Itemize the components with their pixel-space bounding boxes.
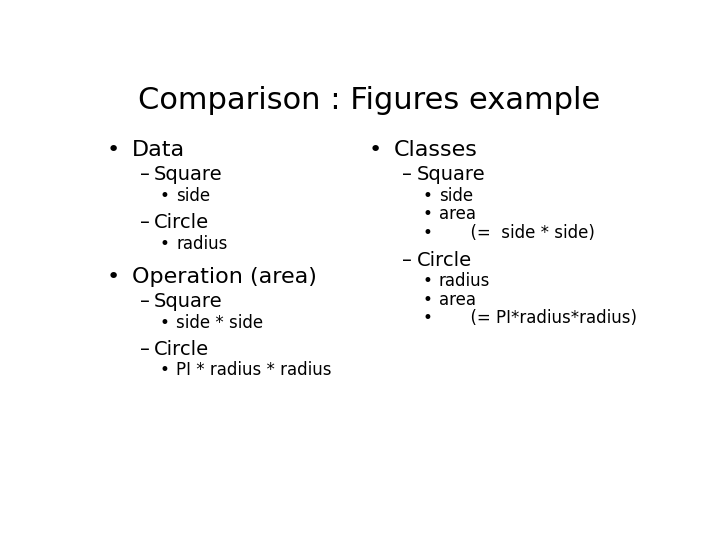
Text: Operation (area): Operation (area) [132, 267, 317, 287]
Text: Square: Square [416, 165, 485, 185]
Text: side * side: side * side [176, 314, 264, 332]
Text: •: • [160, 314, 170, 332]
Text: •: • [107, 140, 120, 160]
Text: area: area [438, 206, 476, 224]
Text: •: • [422, 206, 432, 224]
Text: side: side [176, 187, 211, 205]
Text: •: • [422, 272, 432, 290]
Text: –: – [402, 165, 413, 185]
Text: •: • [422, 187, 432, 205]
Text: Classes: Classes [394, 140, 478, 160]
Text: Circle: Circle [154, 213, 210, 232]
Text: (=  side * side): (= side * side) [438, 224, 595, 242]
Text: –: – [140, 165, 150, 185]
Text: radius: radius [438, 272, 490, 290]
Text: –: – [140, 340, 150, 359]
Text: Comparison : Figures example: Comparison : Figures example [138, 85, 600, 114]
Text: Square: Square [154, 292, 222, 311]
Text: •: • [422, 309, 432, 327]
Text: (= PI*radius*radius): (= PI*radius*radius) [438, 309, 636, 327]
Text: •: • [369, 140, 382, 160]
Text: –: – [140, 292, 150, 311]
Text: •: • [107, 267, 120, 287]
Text: Circle: Circle [154, 340, 210, 359]
Text: •: • [422, 291, 432, 309]
Text: •: • [160, 361, 170, 380]
Text: –: – [140, 213, 150, 232]
Text: •: • [422, 224, 432, 242]
Text: •: • [160, 234, 170, 253]
Text: Data: Data [132, 140, 185, 160]
Text: •: • [160, 187, 170, 205]
Text: Circle: Circle [416, 251, 472, 269]
Text: –: – [402, 251, 413, 269]
Text: area: area [438, 291, 476, 309]
Text: Square: Square [154, 165, 222, 185]
Text: radius: radius [176, 234, 228, 253]
Text: PI * radius * radius: PI * radius * radius [176, 361, 332, 380]
Text: side: side [438, 187, 473, 205]
